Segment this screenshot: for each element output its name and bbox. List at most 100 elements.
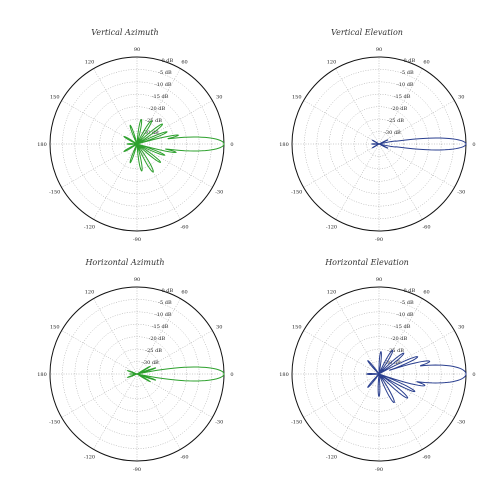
angle-tick-label: 30 [458,325,464,331]
grid-ring [341,336,417,412]
radial-tick-label: -5 dB [400,300,414,306]
angle-tick-label: 150 [50,95,60,101]
angle-tick-label: -30 [457,190,465,196]
grid-spoke [335,373,380,450]
angle-tick-label: 90 [134,277,140,283]
angle-tick-label: 0 [472,372,475,378]
chart-title: Vertical Elevation [331,28,403,37]
angle-tick-label: 30 [458,95,464,101]
polar-plot: 0 dB -5 dB -10 dB -15 dB -20 dB -25 dB -30 dB 9… [279,47,475,243]
radial-tick-label: -15 dB [152,324,169,330]
radial-tick-label: -5 dB [400,70,414,76]
polar-chart-vertical-elevation: Vertical Elevation 0 dB -5 dB -10 dB -15 dB… [242,0,492,250]
pattern-series-line [123,118,225,173]
chart-title: Vertical Azimuth [91,28,159,37]
angle-tick-label: 120 [327,290,337,296]
radial-tick-label: -10 dB [397,312,414,318]
angle-tick-label: -90 [133,467,141,473]
angle-tick-label: -120 [326,454,337,460]
radial-tick-label: -15 dB [394,324,411,330]
grid-ring [353,348,405,400]
grid-spoke [378,68,423,145]
radial-tick-label: 0 dB [404,288,416,294]
angle-tick-label: 60 [423,290,429,296]
grid-spoke [93,298,138,375]
angle-tick-label: 120 [85,290,95,296]
radial-tick-label: -20 dB [391,106,408,112]
radial-tick-label: -30 dB [142,360,159,366]
angle-tick-label: 60 [181,290,187,296]
grid-spoke [303,143,380,188]
grid-spoke [303,330,380,375]
radial-tick-label: -25 dB [387,118,404,124]
angle-tick-label: 180 [279,372,289,378]
grid-spoke [61,373,138,418]
angle-tick-label: 150 [292,95,302,101]
radial-tick-label: -15 dB [152,94,169,100]
radial-tick-label: -5 dB [158,300,172,306]
radial-tick-label: -25 dB [145,118,162,124]
radial-tick-label: -30 dB [384,130,401,136]
angle-tick-label: -150 [291,190,302,196]
angle-tick-label: 90 [376,277,382,283]
grid-spoke [378,143,423,220]
radial-tick-label: 0 dB [162,58,174,64]
radial-tick-label: 0 dB [404,58,416,64]
polar-chart-horizontal-azimuth: Horizontal Azimuth 0 dB -5 dB -10 dB -15 dB… [0,230,250,480]
polar-plot: 0 dB -5 dB -10 dB -15 dB -20 dB -25 dB -30 dB 9… [37,277,233,473]
angle-tick-label: -90 [375,237,383,243]
radial-tick-label: -25 dB [145,348,162,354]
grid-ring [87,94,187,194]
pattern-series-line [366,349,467,404]
angle-tick-label: -90 [375,467,383,473]
angle-tick-label: -120 [84,224,95,230]
grid-ring [62,299,212,449]
radial-tick-label: -10 dB [397,82,414,88]
grid-spoke [303,373,380,418]
grid-spoke [136,373,181,450]
grid-spoke [136,143,181,220]
radial-tick-label: 0 dB [162,288,174,294]
radial-tick-label: -15 dB [394,94,411,100]
angle-tick-label: -60 [422,224,430,230]
angle-tick-label: -30 [215,420,223,426]
chart-title: Horizontal Elevation [325,258,409,267]
angle-tick-label: 60 [423,60,429,66]
grid-spoke [61,143,138,188]
angle-tick-label: 90 [134,47,140,53]
grid-spoke [335,143,380,220]
angle-tick-label: 150 [292,325,302,331]
angle-tick-label: -30 [457,420,465,426]
angle-tick-label: 0 [472,142,475,148]
radial-tick-label: -20 dB [149,336,166,342]
angle-tick-label: -30 [215,190,223,196]
angle-tick-label: 60 [181,60,187,66]
grid-ring [87,324,187,424]
grid-ring [329,94,429,194]
grid-ring [99,106,175,182]
grid-spoke [335,298,380,375]
grid-ring [353,118,405,170]
grid-spoke [136,68,181,145]
angle-tick-label: 120 [85,60,95,66]
grid-ring [304,299,454,449]
pattern-series-line [126,365,225,383]
grid-ring [124,131,150,157]
grid-ring [304,69,454,219]
grid-spoke [303,100,380,145]
angle-tick-label: -120 [326,224,337,230]
grid-ring [111,348,163,400]
grid-ring [99,336,175,412]
grid-spoke [136,100,213,145]
angle-tick-label: -60 [180,224,188,230]
grid-spoke [136,330,213,375]
grid-ring [62,69,212,219]
grid-spoke [61,330,138,375]
angle-tick-label: 90 [376,47,382,53]
grid-ring [124,361,150,387]
radial-tick-label: -25 dB [387,348,404,354]
grid-ring [316,81,442,207]
angle-tick-label: -150 [49,420,60,426]
radial-tick-label: -5 dB [158,70,172,76]
angle-tick-label: -60 [422,454,430,460]
